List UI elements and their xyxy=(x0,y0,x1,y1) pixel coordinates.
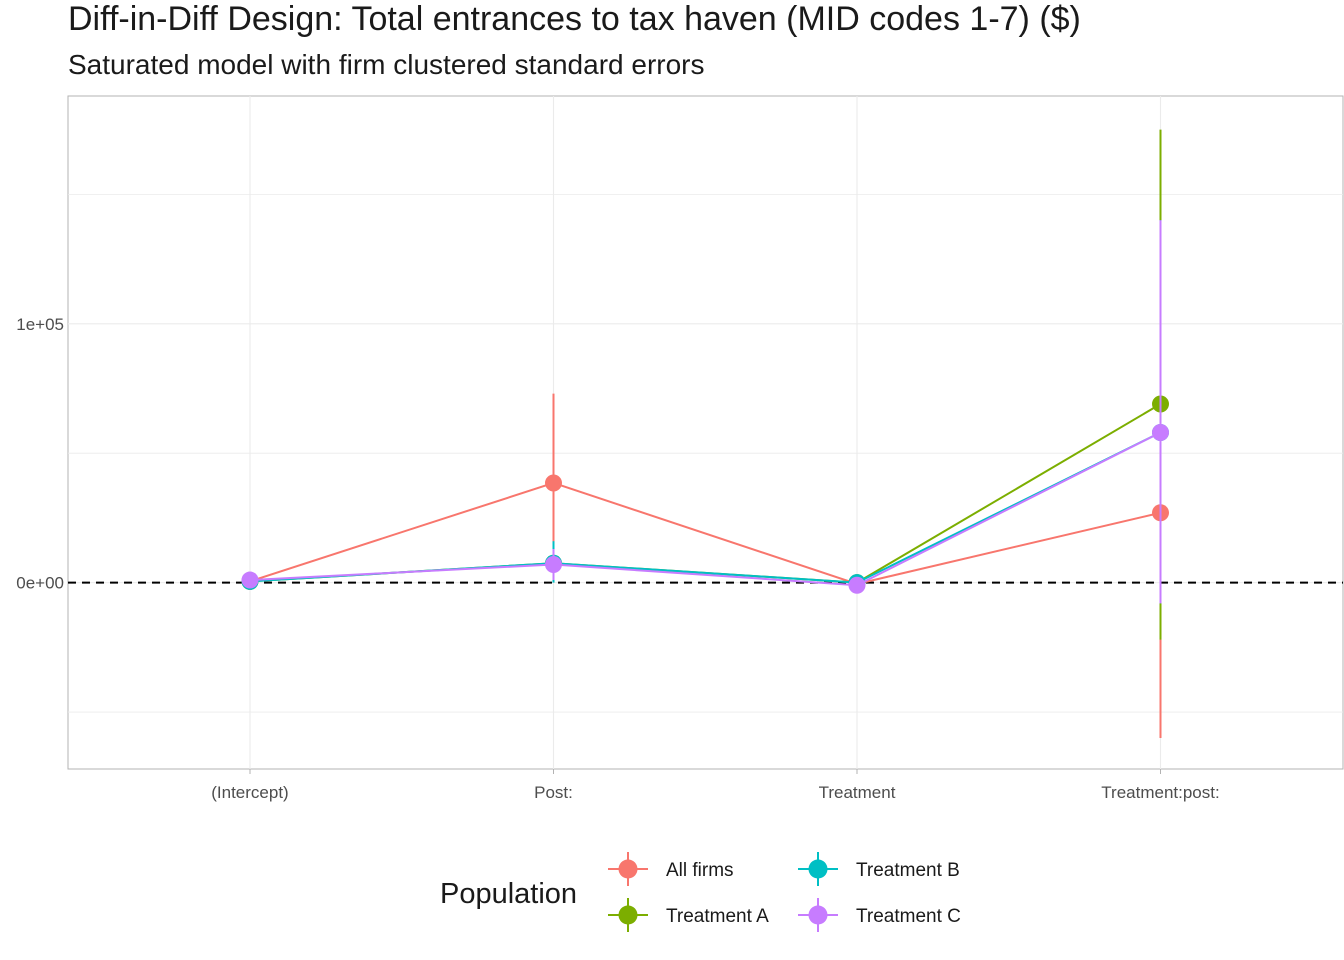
x-tick-label: Treatment:post: xyxy=(1101,783,1219,802)
legend-title: Population xyxy=(440,878,577,910)
legend-item: Treatment B xyxy=(798,852,960,886)
y-axis-ticks: 0e+00 1e+05 xyxy=(16,315,64,593)
chart-title: Diff-in-Diff Design: Total entrances to … xyxy=(68,0,1081,38)
legend-key-point xyxy=(618,905,638,925)
legend-key-point xyxy=(808,859,828,879)
data-point xyxy=(545,474,562,492)
data-point xyxy=(545,556,562,574)
data-point xyxy=(1152,424,1169,441)
y-tick-label: 0e+00 xyxy=(16,574,64,593)
legend-item: All firms xyxy=(608,852,734,886)
legend-key-point xyxy=(618,859,638,879)
x-tick-label: (Intercept) xyxy=(211,783,288,802)
legend-label: Treatment B xyxy=(856,860,960,881)
plot-panel xyxy=(67,95,1344,770)
x-axis-ticks: (Intercept) Post: Treatment Treatment:post: xyxy=(211,769,1220,802)
legend-item: Treatment A xyxy=(608,898,769,932)
legend-key-point xyxy=(808,905,828,925)
legend: Population All firms Treatment A Treatment … xyxy=(440,852,961,932)
data-point xyxy=(848,576,866,594)
series-group xyxy=(241,129,1169,738)
legend-label: Treatment A xyxy=(666,906,769,927)
legend-label: All firms xyxy=(666,860,734,881)
legend-item: Treatment C xyxy=(798,898,961,932)
series-line xyxy=(249,431,1161,587)
x-tick-label: Post: xyxy=(534,783,573,802)
legend-label: Treatment C xyxy=(856,906,961,927)
x-tick-label: Treatment xyxy=(819,783,896,802)
y-tick-label: 1e+05 xyxy=(16,315,64,334)
data-point xyxy=(241,571,259,589)
chart-subtitle: Saturated model with firm clustered stan… xyxy=(68,49,705,80)
series-treatment-c xyxy=(241,220,1169,604)
series-line xyxy=(249,481,1161,585)
